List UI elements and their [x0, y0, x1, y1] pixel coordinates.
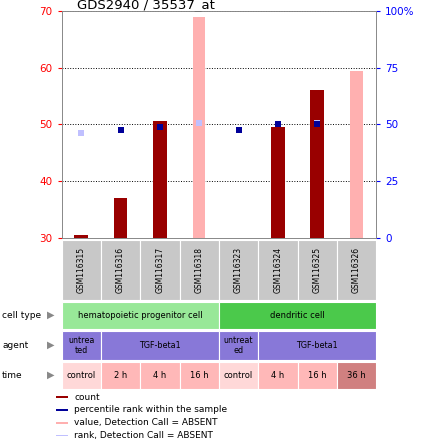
Text: GSM116316: GSM116316	[116, 247, 125, 293]
Text: TGF-beta1: TGF-beta1	[139, 341, 181, 350]
Bar	[62, 302, 219, 329]
Bar	[258, 331, 376, 360]
Text: time: time	[2, 371, 23, 380]
Bar	[271, 127, 285, 238]
Bar	[337, 362, 376, 388]
Bar	[57, 396, 68, 398]
Text: TGF-beta1: TGF-beta1	[296, 341, 338, 350]
Text: ▶: ▶	[47, 370, 55, 380]
Point	[156, 123, 163, 130]
Bar	[219, 302, 376, 329]
Bar	[193, 17, 205, 238]
Text: GSM116323: GSM116323	[234, 247, 243, 293]
Bar	[74, 235, 88, 238]
Text: cell type: cell type	[2, 311, 41, 320]
Point	[196, 119, 203, 127]
Point	[314, 119, 320, 127]
Text: percentile rank within the sample: percentile rank within the sample	[74, 405, 227, 414]
Bar	[114, 198, 128, 238]
Bar	[101, 362, 140, 388]
Point	[314, 121, 320, 128]
Text: untreat
ed: untreat ed	[224, 336, 253, 355]
Bar	[75, 235, 88, 238]
Point	[78, 130, 85, 137]
Text: 36 h: 36 h	[347, 371, 366, 380]
Bar	[179, 240, 219, 300]
Point	[117, 127, 124, 134]
Text: 16 h: 16 h	[308, 371, 326, 380]
Text: ▶: ▶	[47, 340, 55, 350]
Bar	[57, 422, 68, 424]
Text: 2 h: 2 h	[114, 371, 127, 380]
Bar	[62, 362, 101, 388]
Text: dendritic cell: dendritic cell	[270, 311, 325, 320]
Text: GSM116324: GSM116324	[273, 247, 282, 293]
Text: 4 h: 4 h	[271, 371, 284, 380]
Bar	[57, 409, 68, 411]
Text: GSM116317: GSM116317	[156, 247, 164, 293]
Bar	[140, 240, 179, 300]
Bar	[219, 240, 258, 300]
Bar	[298, 362, 337, 388]
Bar	[337, 240, 376, 300]
Bar	[350, 71, 363, 238]
Bar	[219, 331, 258, 360]
Point	[275, 121, 281, 128]
Text: 16 h: 16 h	[190, 371, 209, 380]
Point	[235, 127, 242, 134]
Bar	[219, 362, 258, 388]
Text: ▶: ▶	[47, 310, 55, 320]
Bar	[62, 331, 101, 360]
Bar	[310, 91, 324, 238]
Bar	[298, 240, 337, 300]
Text: hematopoietic progenitor cell: hematopoietic progenitor cell	[78, 311, 203, 320]
Bar	[57, 435, 68, 436]
Text: GSM116318: GSM116318	[195, 247, 204, 293]
Text: control: control	[224, 371, 253, 380]
Bar	[179, 362, 219, 388]
Text: GSM116326: GSM116326	[352, 247, 361, 293]
Bar	[258, 362, 297, 388]
Text: untrea
ted: untrea ted	[68, 336, 94, 355]
Bar	[258, 240, 297, 300]
Text: 4 h: 4 h	[153, 371, 167, 380]
Bar	[62, 240, 101, 300]
Bar	[101, 331, 219, 360]
Text: GSM116315: GSM116315	[77, 247, 86, 293]
Text: control: control	[67, 371, 96, 380]
Text: count: count	[74, 392, 100, 402]
Text: rank, Detection Call = ABSENT: rank, Detection Call = ABSENT	[74, 431, 213, 440]
Bar	[140, 362, 179, 388]
Text: agent: agent	[2, 341, 28, 350]
Text: value, Detection Call = ABSENT: value, Detection Call = ABSENT	[74, 418, 218, 427]
Bar	[101, 240, 140, 300]
Text: GDS2940 / 35537_at: GDS2940 / 35537_at	[77, 0, 215, 11]
Bar	[153, 122, 167, 238]
Text: GSM116325: GSM116325	[313, 247, 322, 293]
